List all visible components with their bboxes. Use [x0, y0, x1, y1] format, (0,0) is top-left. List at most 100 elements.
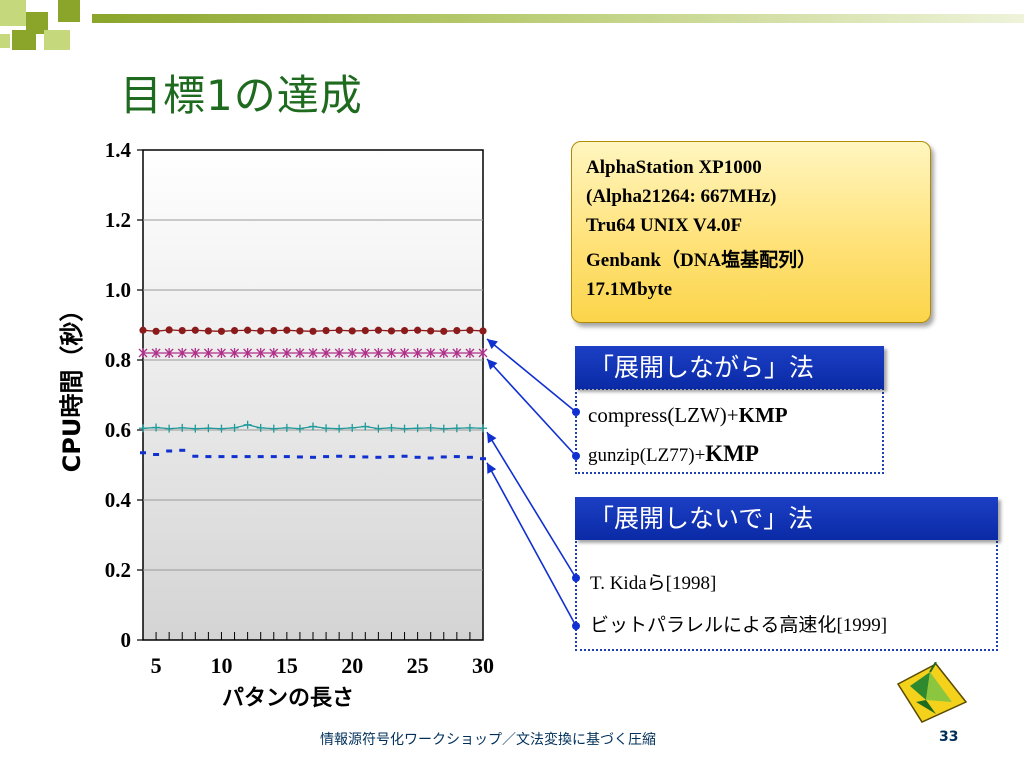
- corner-square: [0, 0, 26, 26]
- y-tick-label: 0.4: [105, 488, 132, 512]
- series-point: [296, 327, 304, 335]
- series-point: [217, 348, 226, 358]
- gunzip-kmp-item: gunzip(LZ77)+KMP: [588, 441, 759, 466]
- series-point: [139, 424, 147, 433]
- series-point: [427, 327, 435, 335]
- series-point: [138, 348, 148, 358]
- series-point: [282, 348, 292, 358]
- corner-square: [26, 12, 48, 34]
- series-point: [217, 424, 226, 433]
- series-point: [165, 326, 173, 334]
- series-point: [413, 424, 422, 433]
- dataset-name: Genbank（DNA塩基配列）: [586, 250, 817, 271]
- x-tick-label: 20: [341, 653, 363, 678]
- environment-info-box: AlphaStation XP1000 (Alpha21264: 667MHz)…: [571, 141, 931, 323]
- plot-area: [142, 149, 484, 641]
- series-point: [309, 422, 317, 431]
- y-tick-label: 1.4: [105, 138, 132, 162]
- series-point: [452, 348, 462, 358]
- series-point: [360, 348, 370, 358]
- x-tick-label: 25: [407, 653, 429, 678]
- expand-method-box: [575, 388, 884, 474]
- y-tick-label: 0: [121, 628, 132, 652]
- series-point: [335, 424, 344, 433]
- series-point: [347, 348, 357, 358]
- dataset-size: 17.1Mbyte: [586, 279, 673, 300]
- compress-kmp-item: compress(LZW)+KMP: [588, 403, 788, 427]
- series-point: [465, 423, 474, 432]
- series-point: [257, 327, 265, 335]
- series-point: [270, 327, 278, 335]
- series-point: [414, 326, 422, 334]
- series-point: [453, 327, 461, 335]
- connector-arrowhead: [487, 359, 498, 370]
- title-bar-gradient: [92, 14, 1024, 23]
- series-point: [387, 327, 396, 335]
- series-point: [191, 424, 200, 433]
- series-point: [465, 348, 475, 358]
- series-point: [178, 423, 187, 432]
- series-point: [152, 327, 160, 335]
- series-point: [308, 348, 318, 358]
- connector-arrowhead: [487, 462, 497, 474]
- x-tick-label: 5: [151, 653, 162, 678]
- series-point: [440, 327, 448, 335]
- bullet-dot: [572, 574, 580, 582]
- series-point: [439, 424, 448, 433]
- series-point: [373, 348, 383, 358]
- series-point: [269, 424, 278, 433]
- series-point: [348, 327, 356, 335]
- series-point: [466, 326, 474, 334]
- series-point: [479, 327, 487, 335]
- cpu-spec: (Alpha21264: 667MHz): [586, 186, 777, 207]
- series-point: [190, 348, 200, 358]
- no-expand-method-box: [575, 538, 998, 651]
- connector-arrowhead: [487, 432, 497, 444]
- connector-arrowhead: [487, 338, 498, 350]
- connector-arrow: [486, 431, 577, 579]
- y-axis-label: CPU時間（秒）: [58, 298, 86, 473]
- series-point: [282, 423, 291, 432]
- series-point: [230, 348, 239, 358]
- kida-item: T. Kidaら[1998]: [590, 572, 717, 594]
- y-tick-label: 0.8: [105, 348, 131, 372]
- series-point: [256, 423, 265, 432]
- series-point: [321, 348, 331, 358]
- series-point: [243, 348, 253, 358]
- series-point: [230, 327, 239, 335]
- series-point: [335, 326, 343, 334]
- series-point: [151, 348, 161, 358]
- x-tick-label: 10: [210, 653, 232, 678]
- bullet-dot: [572, 408, 580, 416]
- series-point: [413, 348, 423, 358]
- series-point: [164, 348, 174, 358]
- series-point: [152, 423, 161, 432]
- bullet-dot: [572, 622, 580, 630]
- origami-crane-icon: [896, 662, 968, 723]
- connector-arrow: [486, 338, 577, 413]
- series-point: [244, 326, 252, 334]
- series-point: [400, 327, 409, 335]
- y-tick-label: 0.2: [105, 558, 131, 582]
- series-point: [361, 422, 370, 431]
- series-point: [309, 327, 317, 335]
- series-point: [426, 423, 435, 432]
- series-point: [374, 424, 383, 433]
- connector-arrow: [486, 462, 577, 627]
- series-point: [400, 348, 409, 358]
- corner-square: [12, 30, 36, 50]
- series-point: [295, 348, 305, 358]
- expand-method-heading: 「展開しながら」法: [575, 346, 884, 389]
- series-point: [439, 348, 449, 358]
- series-point: [191, 326, 199, 334]
- series-point: [387, 348, 396, 358]
- series-point: [322, 424, 331, 433]
- footer-text: 情報源符号化ワークショップ／文法変換に基づく圧縮: [320, 732, 656, 748]
- corner-square: [44, 30, 70, 50]
- x-tick-label: 30: [472, 653, 494, 678]
- x-tick-label: 15: [276, 653, 298, 678]
- x-axis-label: パタンの長さ: [222, 686, 354, 711]
- series-point: [230, 423, 239, 432]
- series-point: [283, 326, 291, 334]
